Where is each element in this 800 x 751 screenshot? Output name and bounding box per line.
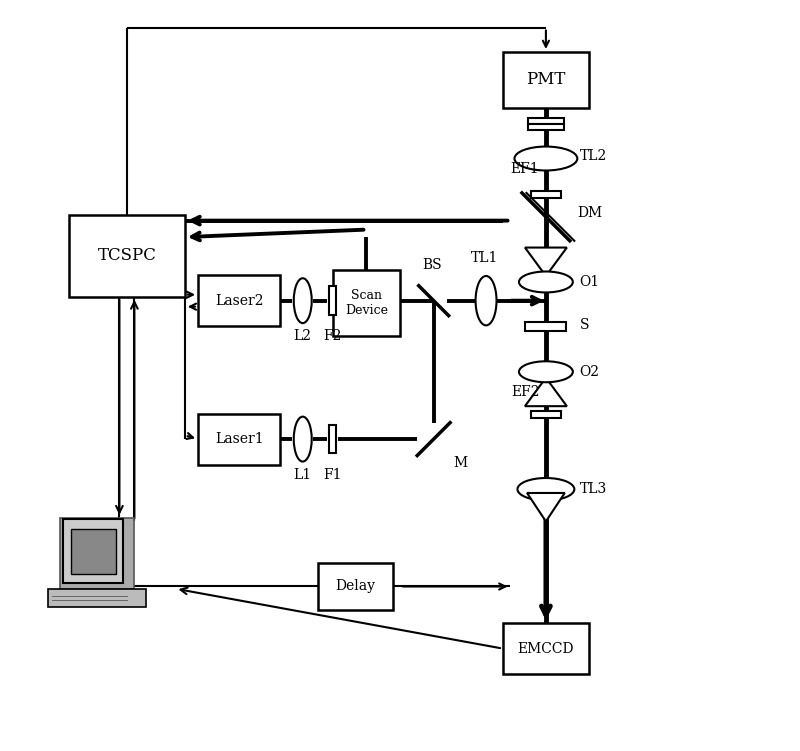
Bar — [333, 270, 400, 336]
Bar — [69, 215, 185, 297]
Text: Laser2: Laser2 — [215, 294, 263, 308]
FancyBboxPatch shape — [59, 517, 134, 589]
Text: EF1: EF1 — [510, 161, 538, 176]
Bar — [531, 191, 561, 198]
Bar — [503, 52, 589, 108]
Text: O1: O1 — [579, 275, 600, 289]
Text: L1: L1 — [294, 468, 312, 481]
Text: TL1: TL1 — [471, 251, 498, 265]
Ellipse shape — [475, 276, 497, 325]
Text: Delay: Delay — [335, 580, 375, 593]
Polygon shape — [525, 378, 567, 406]
Ellipse shape — [518, 478, 574, 500]
Bar — [528, 119, 564, 125]
Bar — [531, 411, 561, 418]
Bar — [198, 275, 280, 326]
Ellipse shape — [294, 278, 312, 323]
Text: EMCCD: EMCCD — [518, 641, 574, 656]
Text: S: S — [579, 318, 589, 332]
Text: TCSPC: TCSPC — [98, 247, 156, 264]
Text: BS: BS — [422, 258, 442, 273]
Text: Scan
Device: Scan Device — [345, 289, 388, 317]
FancyBboxPatch shape — [63, 519, 123, 583]
Bar — [318, 563, 393, 610]
Text: PMT: PMT — [526, 71, 566, 89]
Text: M: M — [453, 456, 467, 469]
Bar — [526, 322, 566, 331]
Polygon shape — [527, 493, 565, 521]
Text: DM: DM — [578, 206, 602, 220]
Text: L2: L2 — [294, 329, 312, 343]
Text: F1: F1 — [323, 468, 342, 481]
Text: Laser1: Laser1 — [215, 432, 263, 446]
FancyBboxPatch shape — [48, 589, 146, 608]
Bar — [503, 623, 589, 674]
FancyBboxPatch shape — [70, 529, 116, 574]
Text: TL3: TL3 — [579, 482, 607, 496]
Ellipse shape — [294, 417, 312, 462]
Ellipse shape — [519, 272, 573, 292]
Bar — [528, 124, 564, 130]
Text: EF2: EF2 — [511, 385, 540, 400]
Text: O2: O2 — [579, 365, 599, 379]
Text: TL2: TL2 — [579, 149, 607, 162]
Ellipse shape — [514, 146, 578, 170]
Bar — [198, 414, 280, 465]
Text: F2: F2 — [323, 329, 342, 343]
Bar — [329, 286, 337, 315]
Polygon shape — [525, 248, 567, 276]
Ellipse shape — [519, 361, 573, 382]
Bar — [329, 425, 337, 454]
